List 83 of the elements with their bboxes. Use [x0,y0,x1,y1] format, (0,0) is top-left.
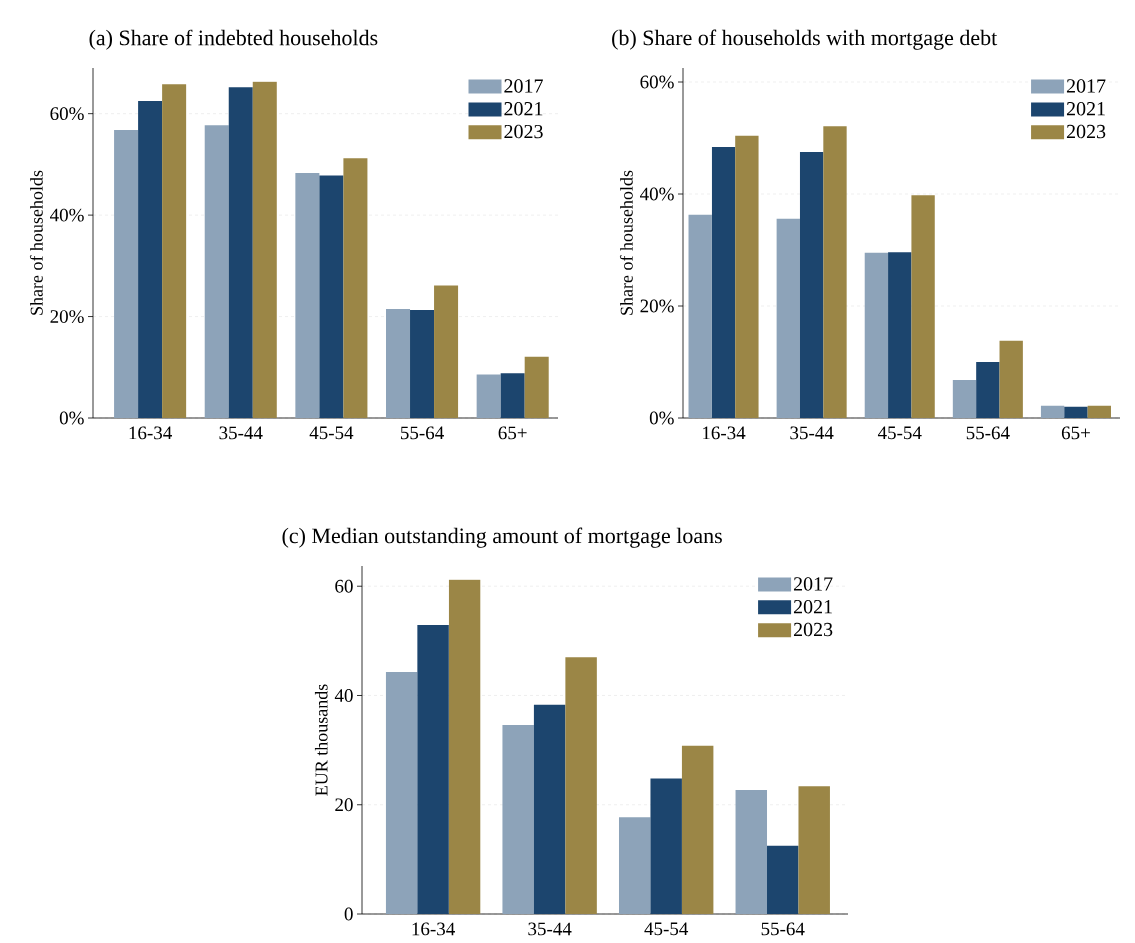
x-tick-label: 65+ [1061,426,1090,440]
bar [524,356,549,419]
y-tick-label: 0% [649,411,674,425]
y-tick-label: 20% [50,310,84,323]
x-tick-label: 35-44 [219,426,263,440]
bar [799,152,824,419]
bar [976,362,1000,419]
bar [735,790,768,915]
bar [500,373,525,419]
bar [138,100,163,419]
x-tick-label: 16-34 [129,426,172,440]
y-tick-label: 40% [640,187,674,201]
y-axis-title: EUR thousands [314,684,328,796]
legend-label: 2017 [504,79,543,93]
bar [650,778,682,915]
bar [798,786,830,915]
legend-label: 2021 [504,102,543,116]
bar [295,173,320,419]
bar [776,218,800,419]
bar [448,579,481,915]
bar [434,285,459,419]
y-tick-label: 0 [344,907,353,921]
legend-label: 2021 [1066,102,1105,116]
x-tick-label: 65+ [498,426,527,440]
bar [888,252,912,419]
x-tick-label: 45-54 [644,922,689,936]
bar [410,309,435,419]
bar [476,374,501,419]
bar [1064,406,1088,419]
y-tick-label: 20 [335,798,353,812]
x-tick-label: 55-64 [761,922,805,936]
bar [823,126,847,419]
y-tick-label: 60% [50,107,84,121]
legend-label: 2017 [1066,79,1106,93]
bar [502,724,534,915]
bar [999,340,1023,419]
x-tick-label: 45-54 [309,426,354,440]
x-tick-label: 55-64 [400,426,444,440]
y-tick-label: 60% [640,75,674,89]
y-tick-label: 20% [640,299,674,313]
y-tick-label: 40 [334,689,353,702]
bar [417,625,449,915]
bar [711,146,736,419]
x-tick-label: 16-34 [703,426,746,440]
legend-label: 2021 [793,599,832,614]
bar [343,158,368,419]
bar [228,87,253,419]
legend-label: 2023 [793,622,833,637]
chart-title: (c) Median outstanding amount of mortgage loans [282,527,722,548]
legend-label: 2023 [1066,124,1106,139]
bar [204,125,229,419]
bar [688,214,712,419]
y-tick-label: 40% [50,208,84,222]
x-tick-label: 16-34 [412,922,455,936]
chart-title: (b) Share of households with mortgage debt [612,29,998,50]
legend-label: 2023 [504,124,543,139]
x-tick-label: 35-44 [528,922,572,936]
x-tick-label: 55-64 [966,426,1010,440]
bar [386,308,411,419]
x-tick-label: 45-54 [877,426,922,440]
bar [681,745,714,915]
bar [864,252,889,419]
chart-title: (a) Share of indebted households [89,29,378,50]
bar [252,81,277,419]
bar [1087,405,1111,419]
bar [952,379,977,419]
bar [767,845,799,915]
bar [162,84,187,419]
bar [319,175,344,419]
y-tick-label: 0% [59,411,84,425]
bar [565,657,597,915]
bar [618,817,651,915]
x-tick-label: 35-44 [790,426,834,440]
y-axis-title: Share of households [29,170,43,315]
bar [385,671,418,915]
y-axis-title: Share of households [619,170,633,315]
bar [114,129,139,419]
bar [1040,405,1065,419]
bar [735,135,759,419]
legend-label: 2017 [793,577,833,591]
y-tick-label: 60 [335,579,353,593]
bar [911,195,935,419]
bar [533,704,566,915]
